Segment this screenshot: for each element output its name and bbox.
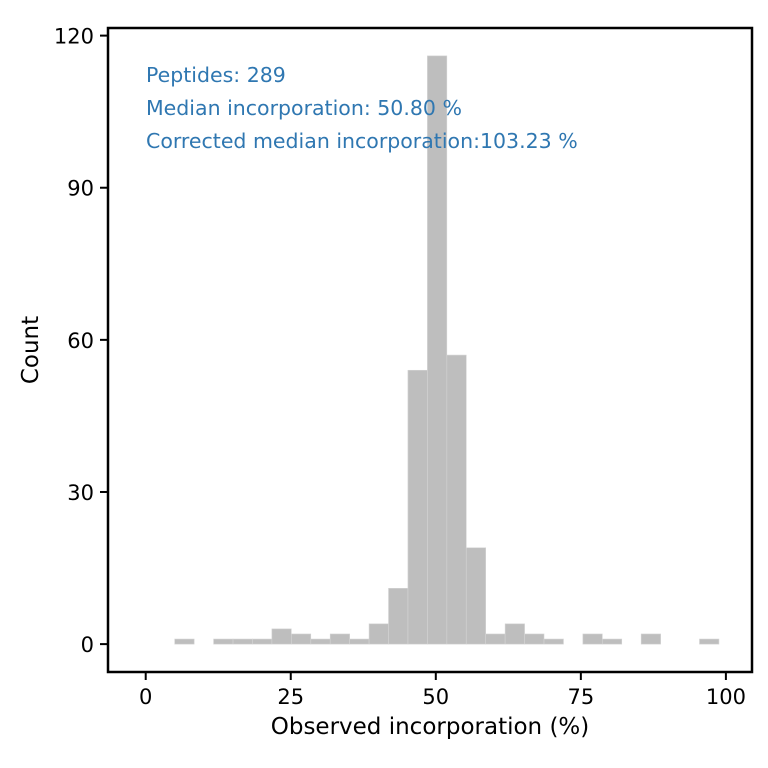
annotation-corrected-median: Corrected median incorporation:103.23 %: [146, 129, 578, 153]
histogram-bar: [427, 55, 448, 645]
y-tick-label: 30: [67, 481, 94, 505]
bars-layer: [174, 55, 720, 645]
histogram-bar: [252, 638, 273, 645]
annotation-median: Median incorporation: 50.80 %: [146, 96, 462, 120]
histogram-bar: [446, 354, 467, 645]
histogram-bar: [291, 633, 312, 645]
histogram-bar: [368, 623, 389, 645]
histogram-bar: [504, 623, 525, 645]
histogram-bar: [582, 633, 603, 645]
histogram-bar: [271, 628, 292, 645]
histogram-bar: [407, 369, 428, 645]
x-tick-label: 75: [567, 685, 594, 709]
x-tick-label: 100: [706, 685, 746, 709]
histogram-bar: [388, 588, 409, 645]
histogram-bar: [349, 638, 370, 645]
y-tick-label: 0: [81, 633, 94, 657]
x-tick-label: 0: [139, 685, 152, 709]
histogram-bar: [543, 638, 564, 645]
histogram-bar: [524, 633, 545, 645]
annotations-layer: Peptides: 289 Median incorporation: 50.8…: [146, 63, 578, 153]
x-axis: 0 25 50 75 100: [139, 672, 746, 709]
histogram-bar: [329, 633, 350, 645]
x-tick-label: 25: [277, 685, 304, 709]
y-tick-label: 120: [54, 25, 94, 49]
histogram-bar: [174, 638, 195, 645]
y-axis-title: Count: [18, 316, 44, 384]
x-axis-title: Observed incorporation (%): [271, 714, 590, 740]
y-tick-label: 90: [67, 177, 94, 201]
histogram-bar: [640, 633, 661, 645]
histogram-bar: [699, 638, 720, 645]
plot-frame: [106, 26, 754, 674]
x-tick-label: 50: [422, 685, 449, 709]
histogram-bar: [465, 547, 487, 645]
histogram-bar: [485, 633, 506, 645]
histogram-bar: [602, 638, 623, 645]
annotation-peptides: Peptides: 289: [146, 63, 286, 87]
histogram-bar: [232, 638, 253, 645]
histogram-bar: [213, 638, 234, 645]
y-axis: 0 30 60 90 120: [54, 25, 108, 657]
histogram-bar: [310, 638, 331, 645]
y-tick-label: 60: [67, 329, 94, 353]
